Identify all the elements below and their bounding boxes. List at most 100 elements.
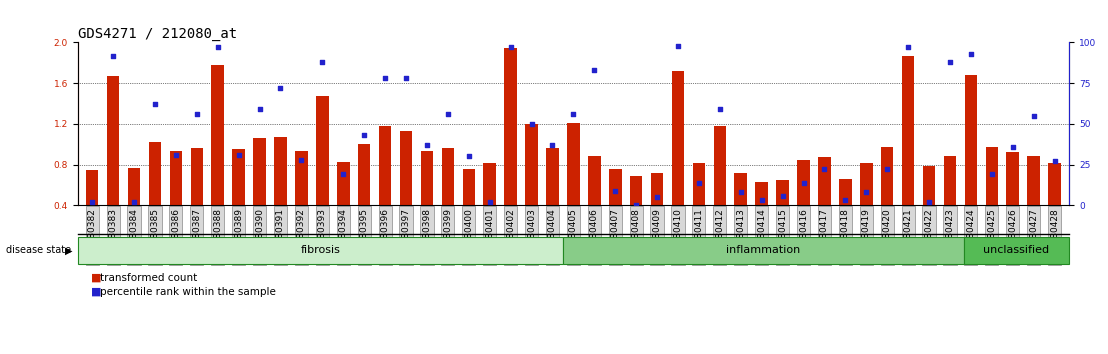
Bar <box>106 76 120 205</box>
Point <box>794 180 812 185</box>
Point <box>858 189 875 195</box>
Point <box>1025 113 1043 119</box>
Bar <box>671 71 685 205</box>
Bar <box>546 148 558 205</box>
Point <box>690 180 708 185</box>
Point <box>481 199 499 205</box>
Bar <box>798 160 810 205</box>
Point <box>669 43 687 48</box>
Point <box>941 59 958 65</box>
Bar <box>525 124 537 205</box>
Bar <box>295 152 308 205</box>
Bar <box>462 169 475 205</box>
Bar <box>985 147 998 205</box>
Point <box>146 102 164 107</box>
Point <box>900 45 917 50</box>
Point <box>188 111 206 117</box>
Bar <box>148 142 162 205</box>
Bar <box>254 138 266 205</box>
Point <box>209 45 227 50</box>
Point <box>1046 159 1064 164</box>
Bar <box>567 123 579 205</box>
Point <box>229 152 247 158</box>
Bar <box>923 166 935 205</box>
Bar <box>127 168 141 205</box>
Bar <box>1006 152 1019 205</box>
Bar <box>818 158 831 205</box>
Bar <box>170 152 182 205</box>
Text: GDS4271 / 212080_at: GDS4271 / 212080_at <box>78 28 237 41</box>
Point <box>314 59 331 65</box>
Bar <box>756 182 768 205</box>
Bar <box>358 144 370 205</box>
Bar <box>1048 162 1060 205</box>
Text: transformed count: transformed count <box>100 273 197 283</box>
Bar <box>860 162 873 205</box>
Point <box>104 53 122 58</box>
Point <box>523 121 541 127</box>
Bar <box>212 65 224 205</box>
Bar <box>650 173 664 205</box>
Point <box>167 152 185 158</box>
Point <box>544 142 562 148</box>
Bar <box>379 126 391 205</box>
Bar <box>692 162 705 205</box>
Point <box>648 194 666 200</box>
Bar <box>442 148 454 205</box>
Bar <box>1027 156 1040 205</box>
Text: unclassified: unclassified <box>984 245 1049 256</box>
Text: ■: ■ <box>91 287 101 297</box>
Bar <box>483 162 496 205</box>
Text: disease state: disease state <box>6 245 71 256</box>
Point <box>606 188 624 194</box>
Point <box>356 132 373 138</box>
Bar <box>316 96 329 205</box>
Point <box>502 45 520 50</box>
Point <box>250 107 268 112</box>
Bar <box>274 137 287 205</box>
Bar <box>191 148 203 205</box>
Bar <box>86 170 99 205</box>
Point <box>418 142 435 148</box>
Bar <box>629 176 643 205</box>
Point <box>377 75 394 81</box>
Point <box>271 85 289 91</box>
Bar <box>714 126 726 205</box>
Bar <box>735 173 747 205</box>
Bar <box>839 179 852 205</box>
Point <box>962 51 979 57</box>
Text: percentile rank within the sample: percentile rank within the sample <box>100 287 276 297</box>
Point <box>920 199 937 205</box>
Bar <box>400 131 412 205</box>
Bar <box>504 47 517 205</box>
Bar <box>609 169 622 205</box>
Bar <box>233 149 245 205</box>
Bar <box>777 180 789 205</box>
Text: fibrosis: fibrosis <box>300 245 340 256</box>
Point <box>732 189 750 195</box>
Point <box>460 154 478 159</box>
Bar <box>944 156 956 205</box>
Point <box>293 157 310 162</box>
Text: ■: ■ <box>91 273 101 283</box>
Point <box>711 107 729 112</box>
Point <box>125 199 143 205</box>
Bar <box>902 56 914 205</box>
Bar <box>421 152 433 205</box>
Bar <box>337 161 349 205</box>
Point <box>83 199 101 205</box>
Point <box>565 111 583 117</box>
Point <box>773 193 791 198</box>
Point <box>837 198 854 203</box>
Point <box>627 202 645 208</box>
Point <box>335 172 352 177</box>
Point <box>752 198 770 203</box>
Point <box>983 172 1001 177</box>
Bar <box>965 75 977 205</box>
Bar <box>881 147 893 205</box>
Bar <box>588 156 601 205</box>
Text: inflammation: inflammation <box>726 245 800 256</box>
Text: ▶: ▶ <box>65 245 72 256</box>
Point <box>1004 144 1022 149</box>
Point <box>439 111 456 117</box>
